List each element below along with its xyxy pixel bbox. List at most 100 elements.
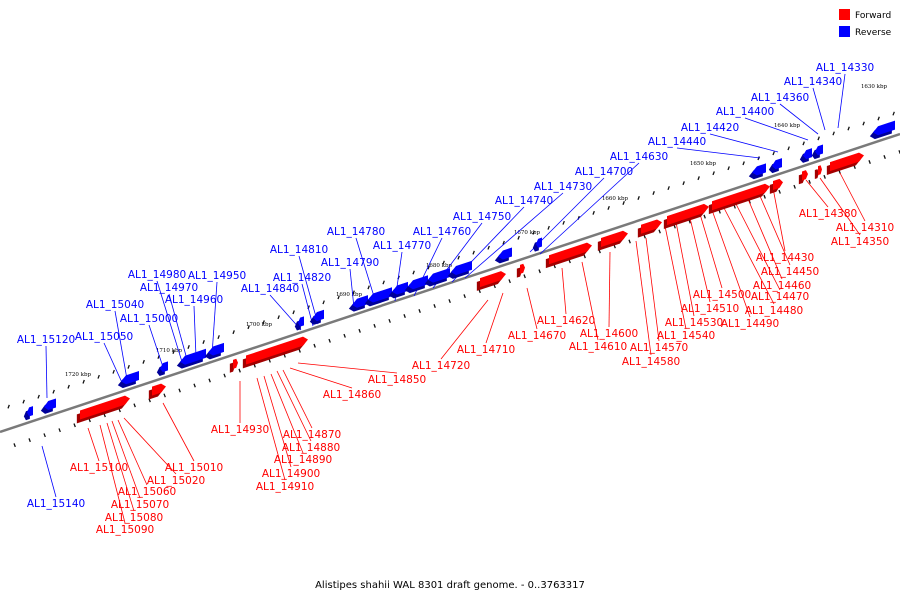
forward-gene-label[interactable]: AL1_14850 [368, 374, 426, 386]
reverse-gene[interactable] [121, 370, 139, 385]
forward-gene-label[interactable]: AL1_14500 [693, 289, 751, 301]
forward-gene-label[interactable]: AL1_14510 [681, 303, 739, 315]
forward-gene-label[interactable]: AL1_14530 [665, 317, 723, 329]
reverse-gene-label[interactable]: AL1_14360 [751, 92, 809, 104]
reverse-gene[interactable] [298, 316, 304, 327]
reverse-gene-label[interactable]: AL1_14810 [270, 244, 328, 256]
reverse-gene-label[interactable]: AL1_15050 [75, 331, 133, 343]
forward-gene-label[interactable]: AL1_14310 [836, 222, 894, 234]
reverse-gene-label[interactable]: AL1_14840 [241, 283, 299, 295]
reverse-gene-label[interactable]: AL1_14780 [327, 226, 385, 238]
forward-gene[interactable] [549, 242, 592, 265]
reverse-gene[interactable] [160, 361, 168, 373]
forward-gene-label[interactable]: AL1_14380 [799, 208, 857, 220]
forward-gene[interactable] [641, 219, 662, 234]
reverse-gene-label[interactable]: AL1_14950 [188, 270, 246, 282]
forward-gene-label[interactable]: AL1_14670 [508, 330, 566, 342]
forward-gene[interactable] [246, 336, 308, 365]
reverse-gene[interactable] [408, 275, 428, 290]
reverse-gene-label[interactable]: AL1_14790 [321, 257, 379, 269]
reverse-gene[interactable] [873, 120, 895, 136]
reverse-gene[interactable] [44, 398, 56, 411]
forward-gene[interactable] [818, 165, 822, 176]
forward-gene-label[interactable]: AL1_14580 [622, 356, 680, 368]
forward-gene-label[interactable]: AL1_15080 [105, 512, 163, 524]
forward-gene-label[interactable]: AL1_14890 [274, 454, 332, 466]
forward-gene-label[interactable]: AL1_14600 [580, 328, 638, 340]
reverse-gene-label[interactable]: AL1_15140 [27, 498, 85, 510]
reverse-gene-label[interactable]: AL1_14700 [575, 166, 633, 178]
reverse-gene[interactable] [368, 287, 392, 303]
reverse-gene[interactable] [451, 260, 472, 276]
forward-gene-label[interactable]: AL1_15100 [70, 462, 128, 474]
reverse-gene-label[interactable]: AL1_14330 [816, 62, 874, 74]
forward-gene-label[interactable]: AL1_14490 [721, 318, 779, 330]
reverse-gene[interactable] [803, 148, 812, 160]
reverse-gene[interactable] [428, 268, 450, 283]
forward-gene-label[interactable]: AL1_15070 [111, 499, 169, 511]
forward-gene-label[interactable]: AL1_14880 [282, 442, 340, 454]
reverse-gene-label[interactable]: AL1_14760 [413, 226, 471, 238]
reverse-gene-label[interactable]: AL1_14750 [453, 211, 511, 223]
reverse-gene[interactable] [815, 144, 823, 156]
reverse-gene[interactable] [313, 309, 324, 322]
forward-gene-label[interactable]: AL1_14860 [323, 389, 381, 401]
reverse-gene-label[interactable]: AL1_14820 [273, 272, 331, 284]
forward-gene[interactable] [520, 263, 525, 274]
reverse-gene[interactable] [352, 295, 368, 308]
forward-gene-label[interactable]: AL1_14720 [412, 360, 470, 372]
forward-gene[interactable] [712, 183, 770, 211]
forward-gene-label[interactable]: AL1_14470 [751, 291, 809, 303]
forward-gene-label[interactable]: AL1_15090 [96, 524, 154, 536]
reverse-gene-label[interactable]: AL1_14730 [534, 181, 592, 193]
forward-gene-label[interactable]: AL1_14620 [537, 315, 595, 327]
forward-gene-label[interactable]: AL1_15010 [165, 462, 223, 474]
reverse-gene-label[interactable]: AL1_14740 [495, 195, 553, 207]
forward-gene[interactable] [773, 178, 783, 191]
forward-gene-label[interactable]: AL1_14430 [756, 252, 814, 264]
forward-gene-label[interactable]: AL1_14350 [831, 236, 889, 248]
forward-gene[interactable] [80, 395, 130, 420]
forward-gene-label[interactable]: AL1_15020 [147, 475, 205, 487]
reverse-gene-label[interactable]: AL1_14980 [128, 269, 186, 281]
reverse-gene-label[interactable]: AL1_15040 [86, 299, 144, 311]
reverse-gene[interactable] [27, 406, 33, 417]
reverse-gene[interactable] [536, 237, 542, 248]
forward-gene-label[interactable]: AL1_14540 [657, 330, 715, 342]
reverse-gene[interactable] [208, 342, 224, 356]
forward-gene-label[interactable]: AL1_14870 [283, 429, 341, 441]
forward-gene-label[interactable]: AL1_14460 [753, 280, 811, 292]
forward-gene-label[interactable]: AL1_14930 [211, 424, 269, 436]
reverse-gene-label[interactable]: AL1_14770 [373, 240, 431, 252]
forward-gene-label[interactable]: AL1_14900 [262, 468, 320, 480]
forward-gene-label[interactable]: AL1_14710 [457, 344, 515, 356]
reverse-gene[interactable] [752, 163, 766, 176]
forward-gene[interactable] [667, 203, 709, 226]
forward-gene-label[interactable]: AL1_14610 [569, 341, 627, 353]
reverse-gene-label[interactable]: AL1_15120 [17, 334, 75, 346]
reverse-gene-label[interactable]: AL1_14440 [648, 136, 706, 148]
forward-gene[interactable] [601, 230, 628, 248]
reverse-gene[interactable] [772, 158, 782, 170]
forward-gene-label[interactable]: AL1_14480 [745, 305, 803, 317]
reverse-gene-label[interactable]: AL1_14420 [681, 122, 739, 134]
reverse-gene-label[interactable]: AL1_14630 [610, 151, 668, 163]
forward-gene-label[interactable]: AL1_14570 [630, 342, 688, 354]
reverse-gene-label[interactable]: AL1_14960 [165, 294, 223, 306]
forward-gene[interactable] [233, 358, 238, 369]
forward-gene[interactable] [830, 152, 864, 172]
reverse-gene-label[interactable]: AL1_14970 [140, 282, 198, 294]
reverse-gene[interactable] [392, 281, 408, 295]
forward-gene-label[interactable]: AL1_14450 [761, 266, 819, 278]
forward-gene[interactable] [480, 271, 506, 288]
forward-gene-label[interactable]: AL1_14910 [256, 481, 314, 493]
forward-gene[interactable] [802, 170, 808, 181]
forward-gene-label[interactable]: AL1_15060 [118, 486, 176, 498]
reverse-leader-line [269, 294, 302, 331]
reverse-gene-label[interactable]: AL1_14340 [784, 76, 842, 88]
forward-gene[interactable] [152, 383, 166, 396]
reverse-gene-label[interactable]: AL1_14400 [716, 106, 774, 118]
reverse-gene-label[interactable]: AL1_15000 [120, 313, 178, 325]
reverse-gene[interactable] [498, 247, 512, 260]
reverse-gene[interactable] [180, 348, 206, 365]
